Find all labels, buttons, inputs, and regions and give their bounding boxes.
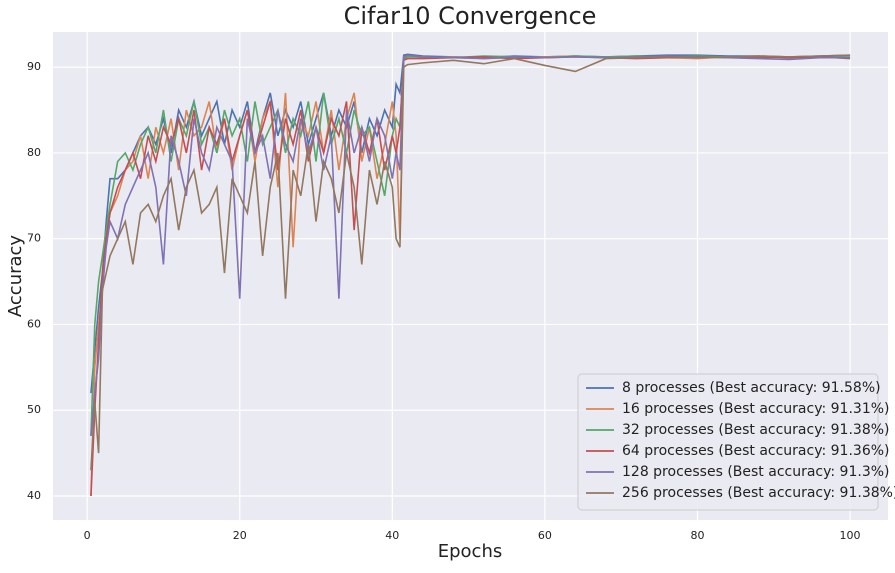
x-tick-label: 60 <box>538 529 552 542</box>
y-tick-label: 40 <box>27 489 41 502</box>
y-tick-label: 90 <box>27 60 41 73</box>
y-tick-label: 50 <box>27 403 41 416</box>
x-tick-label: 20 <box>233 529 247 542</box>
x-axis-label: Epochs <box>438 541 503 562</box>
series-line <box>90 54 851 471</box>
legend-label: 128 processes (Best accuracy: 91.3%) <box>622 464 890 480</box>
legend: 8 processes (Best accuracy: 91.58%) 16 pr… <box>577 373 895 511</box>
chart-title: Cifar10 Convergence <box>344 2 597 30</box>
legend-box <box>577 373 879 511</box>
legend-label: 8 processes (Best accuracy: 91.58%) <box>622 380 881 396</box>
legend-label: 64 processes (Best accuracy: 91.36%) <box>622 443 890 459</box>
y-tick-label: 60 <box>27 317 41 330</box>
series-line <box>90 54 851 437</box>
x-tick-label: 40 <box>385 529 399 542</box>
legend-label: 256 processes (Best accuracy: 91.38%) <box>622 485 895 501</box>
legend-label: 32 processes (Best accuracy: 91.38%) <box>622 422 890 438</box>
legend-label: 16 processes (Best accuracy: 91.31%) <box>622 401 890 417</box>
y-axis-label: Accuracy <box>5 235 26 318</box>
y-tick-label: 80 <box>27 146 41 159</box>
y-tick-label: 70 <box>27 232 41 245</box>
x-tick-label: 80 <box>690 529 704 542</box>
x-tick-label: 100 <box>840 529 861 542</box>
x-tick-label: 0 <box>84 529 91 542</box>
